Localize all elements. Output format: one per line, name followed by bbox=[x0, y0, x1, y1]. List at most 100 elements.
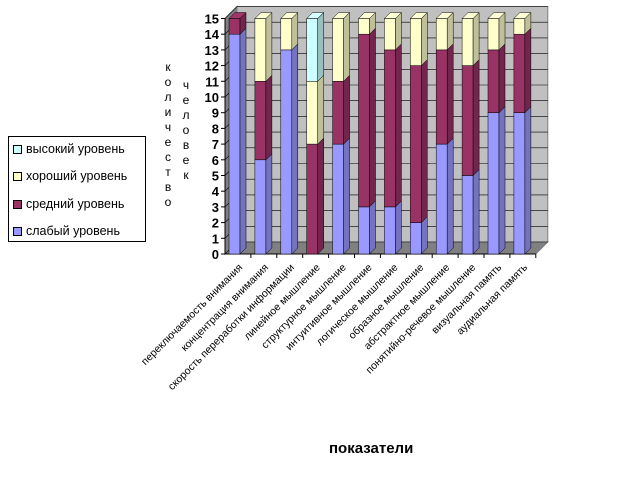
bar-segment-side bbox=[472, 11, 480, 67]
y-tick-label: 4 bbox=[212, 184, 220, 199]
bar-segment bbox=[280, 49, 293, 255]
bar-segment-side bbox=[446, 137, 454, 255]
bar-segment bbox=[280, 18, 293, 51]
bar-top bbox=[435, 12, 454, 19]
bar-segment-side bbox=[446, 11, 454, 51]
bar-segment-side bbox=[421, 215, 428, 255]
legend-swatch-good bbox=[13, 171, 22, 181]
bar-segment-side bbox=[265, 11, 273, 82]
legend-item-medium: средний уровень bbox=[13, 197, 124, 211]
bar-segment-side bbox=[524, 27, 532, 114]
bar-segment-side bbox=[291, 43, 299, 255]
bar-segment bbox=[513, 33, 526, 113]
bar-segment-side bbox=[421, 58, 428, 224]
bar-top bbox=[487, 12, 506, 19]
bar-segment bbox=[254, 159, 267, 255]
bar-segment bbox=[384, 49, 396, 208]
bar-segment bbox=[306, 81, 318, 145]
bar-segment-side bbox=[265, 74, 273, 161]
bar-segment bbox=[410, 65, 422, 223]
bar-segment bbox=[332, 143, 344, 255]
bar-top bbox=[409, 12, 428, 19]
legend-item-good: хороший уровень bbox=[13, 169, 127, 183]
bar-segment-side bbox=[472, 58, 480, 177]
bar-segment-side bbox=[317, 74, 324, 145]
bar-segment bbox=[461, 18, 474, 66]
gridline bbox=[224, 6, 548, 19]
bar-top bbox=[280, 12, 299, 19]
bar-segment-side bbox=[239, 27, 247, 255]
bar-top bbox=[461, 12, 480, 19]
legend-label-weak: слабый уровень bbox=[26, 224, 120, 238]
legend-label-high: высокий уровень bbox=[26, 142, 125, 156]
bar-segment-side bbox=[343, 11, 350, 82]
bar-segment-side bbox=[421, 11, 428, 67]
y-tick-label: 8 bbox=[212, 121, 219, 136]
y-axis-label-part-2: человек bbox=[182, 78, 190, 182]
bar-top bbox=[331, 12, 351, 19]
bar-segment-side bbox=[472, 168, 480, 255]
y-tick-label: 3 bbox=[212, 200, 219, 215]
bar-segment bbox=[513, 112, 526, 255]
bar-segment bbox=[384, 18, 396, 51]
y-tick-label: 6 bbox=[212, 153, 219, 168]
bar-segment bbox=[487, 18, 500, 51]
y-tick-label: 0 bbox=[212, 247, 219, 262]
bar-segment bbox=[461, 175, 474, 255]
bar-segment bbox=[435, 49, 448, 145]
bar-segment bbox=[254, 18, 267, 82]
y-tick-label: 1 bbox=[212, 231, 219, 246]
legend-label-good: хороший уровень bbox=[26, 169, 128, 183]
bar-top bbox=[513, 12, 532, 19]
legend-swatch-medium bbox=[13, 199, 22, 209]
bar-segment bbox=[435, 18, 448, 51]
bar-segment bbox=[358, 33, 370, 208]
bar-top bbox=[254, 12, 273, 19]
bar-segment-side bbox=[395, 43, 402, 208]
bar-segment bbox=[384, 206, 396, 255]
bar-segment-side bbox=[395, 11, 402, 51]
y-tick-label: 11 bbox=[205, 74, 219, 89]
bar-segment bbox=[435, 143, 448, 255]
y-tick-label: 7 bbox=[212, 137, 219, 152]
bar-segment bbox=[513, 18, 526, 35]
y-tick-label: 14 bbox=[205, 27, 220, 42]
bar-segment-side bbox=[343, 74, 350, 145]
y-tick-label: 5 bbox=[212, 169, 219, 184]
y-tick-label: 9 bbox=[212, 106, 219, 121]
legend-item-high: высокий уровень bbox=[13, 142, 125, 156]
bar-segment bbox=[410, 18, 422, 66]
y-tick-label: 15 bbox=[205, 12, 219, 27]
bar-top bbox=[228, 12, 247, 19]
y-tick-label: 13 bbox=[205, 43, 219, 58]
x-tick-label: переключаемость внимания bbox=[139, 262, 245, 368]
bar-segment bbox=[306, 143, 318, 255]
bar-segment bbox=[228, 18, 241, 35]
legend: высокий уровень хороший уровень средний … bbox=[8, 136, 146, 242]
bar-segment-side bbox=[291, 11, 299, 51]
bar-segment bbox=[487, 112, 500, 255]
bar-segment bbox=[228, 33, 241, 255]
bar-segment-side bbox=[369, 200, 376, 255]
bar-top bbox=[306, 12, 325, 19]
bar-segment bbox=[254, 81, 267, 161]
y-tick-label: 2 bbox=[212, 216, 219, 231]
bar-segment bbox=[332, 81, 344, 145]
bar-segment-side bbox=[498, 106, 506, 255]
y-tick-label: 10 bbox=[205, 90, 219, 105]
y-axis-label-part-1: количество bbox=[164, 60, 172, 209]
bar-segment-side bbox=[369, 27, 376, 208]
bar-segment-side bbox=[446, 43, 454, 145]
y-tick-label: 12 bbox=[205, 59, 219, 74]
bar-segment-side bbox=[317, 137, 324, 255]
bar-top bbox=[357, 12, 377, 19]
bar-top bbox=[383, 12, 403, 19]
bar-segment bbox=[332, 18, 344, 82]
bar-segment-side bbox=[395, 200, 402, 255]
legend-swatch-weak bbox=[13, 226, 22, 236]
bar-segment bbox=[306, 18, 318, 82]
bar-segment-side bbox=[317, 11, 324, 82]
x-axis-title: показатели bbox=[329, 440, 414, 457]
bar-segment bbox=[487, 49, 500, 113]
